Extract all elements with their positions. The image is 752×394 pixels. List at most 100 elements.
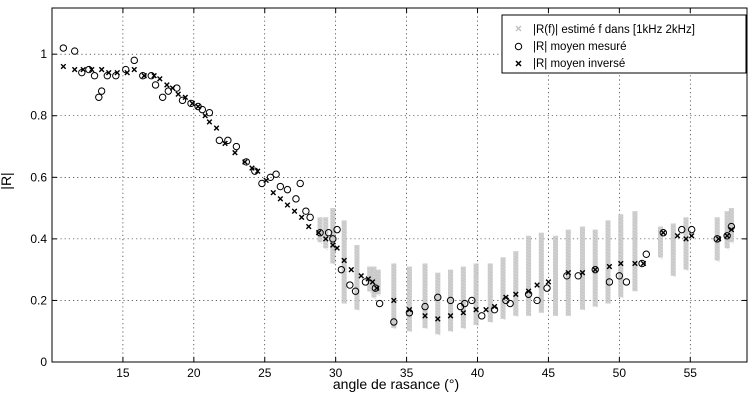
measured-point bbox=[306, 213, 314, 222]
inverted-point bbox=[182, 94, 189, 101]
range-bar bbox=[513, 250, 519, 317]
inverted-point bbox=[330, 242, 336, 248]
range-bar bbox=[632, 210, 638, 292]
inverted-point bbox=[298, 214, 305, 221]
inverted-point bbox=[175, 91, 182, 97]
inverted-point bbox=[157, 76, 163, 82]
range-bar bbox=[500, 257, 506, 321]
inverted-point bbox=[151, 72, 157, 79]
inverted-point bbox=[483, 306, 489, 313]
inverted-point bbox=[724, 232, 730, 239]
measured-point bbox=[446, 296, 455, 305]
measured-point bbox=[478, 312, 486, 320]
range-bar bbox=[354, 244, 360, 311]
inverted-point bbox=[202, 112, 208, 119]
range-bar bbox=[391, 263, 397, 330]
inverted-point bbox=[579, 269, 586, 276]
measured-point bbox=[574, 272, 582, 280]
measured-point bbox=[723, 232, 731, 240]
inverted-point bbox=[291, 208, 298, 214]
range-bar bbox=[592, 229, 598, 308]
measured-point bbox=[198, 105, 207, 114]
inverted-point bbox=[534, 282, 540, 288]
measured-point bbox=[59, 44, 68, 52]
inverted-point bbox=[169, 85, 176, 91]
measured-point bbox=[329, 235, 337, 243]
inverted-point bbox=[503, 294, 509, 301]
inverted-point bbox=[222, 140, 228, 147]
measured-point bbox=[112, 72, 120, 80]
y-tick-label: 0.2 bbox=[30, 293, 47, 307]
y-tick-label: 0.6 bbox=[30, 170, 47, 184]
measured-point bbox=[351, 287, 360, 295]
measured-point bbox=[266, 173, 275, 182]
measured-point bbox=[687, 225, 696, 234]
y-tick-label: 1 bbox=[40, 47, 47, 61]
measured-point bbox=[337, 265, 346, 274]
x-tick-label: 45 bbox=[542, 366, 556, 380]
measured-point bbox=[178, 96, 187, 105]
range-bar bbox=[618, 213, 624, 299]
inverted-point bbox=[728, 226, 735, 233]
inverted-point bbox=[213, 125, 220, 131]
range-bar bbox=[552, 235, 559, 317]
measured-point bbox=[678, 225, 686, 234]
measured-point bbox=[296, 179, 304, 188]
inverted-point bbox=[617, 260, 624, 267]
measured-point bbox=[164, 87, 173, 95]
inverted-point bbox=[141, 72, 147, 79]
y-tick-label: 0.4 bbox=[30, 232, 47, 246]
measured-point bbox=[506, 299, 514, 308]
x-tick-label: 15 bbox=[116, 366, 130, 380]
plot-frame bbox=[51, 7, 748, 363]
measured-point bbox=[97, 87, 106, 95]
inverted-point bbox=[322, 236, 329, 242]
inverted-point bbox=[98, 66, 105, 73]
inverted-point bbox=[114, 69, 121, 76]
inverted-point bbox=[369, 279, 376, 285]
inverted-point bbox=[105, 69, 112, 76]
measured-point bbox=[361, 278, 370, 286]
range-bar bbox=[605, 220, 611, 305]
measured-point bbox=[258, 179, 266, 188]
measured-point bbox=[659, 229, 668, 237]
inverted-point bbox=[422, 313, 428, 319]
inverted-point bbox=[460, 309, 467, 316]
x-tick-label: 25 bbox=[258, 366, 272, 380]
measured-point bbox=[324, 229, 333, 237]
measured-point bbox=[302, 207, 310, 215]
measured-point bbox=[276, 182, 285, 191]
inverted-point bbox=[473, 306, 479, 313]
range-bar bbox=[487, 263, 493, 324]
measured-point bbox=[151, 81, 160, 89]
range-bar bbox=[422, 263, 428, 330]
measured-point bbox=[232, 142, 241, 151]
inverted-point bbox=[71, 66, 78, 73]
measured-point bbox=[242, 158, 251, 166]
inverted-point bbox=[254, 168, 261, 174]
inverted-point bbox=[249, 165, 255, 171]
range-bar bbox=[435, 272, 441, 336]
inverted-point bbox=[341, 257, 347, 264]
measured-point bbox=[638, 259, 646, 268]
inverted-point bbox=[315, 229, 322, 236]
measured-point bbox=[461, 299, 469, 308]
measured-point bbox=[292, 195, 300, 203]
range-bar bbox=[670, 223, 676, 278]
measured-point bbox=[533, 296, 541, 305]
inverted-point bbox=[406, 306, 413, 313]
inverted-point bbox=[660, 229, 667, 236]
inverted-point bbox=[640, 260, 647, 267]
inverted-point bbox=[565, 269, 572, 276]
inverted-point bbox=[270, 189, 277, 196]
measured-point bbox=[371, 284, 380, 292]
inverted-point bbox=[688, 232, 695, 239]
measured-point bbox=[139, 72, 147, 80]
measured-point bbox=[103, 72, 112, 80]
inverted-point bbox=[131, 66, 138, 73]
y-tick-label: 0.8 bbox=[30, 109, 47, 123]
measured-point bbox=[70, 47, 79, 55]
inverted-point bbox=[88, 66, 95, 73]
inverted-point bbox=[189, 100, 196, 107]
